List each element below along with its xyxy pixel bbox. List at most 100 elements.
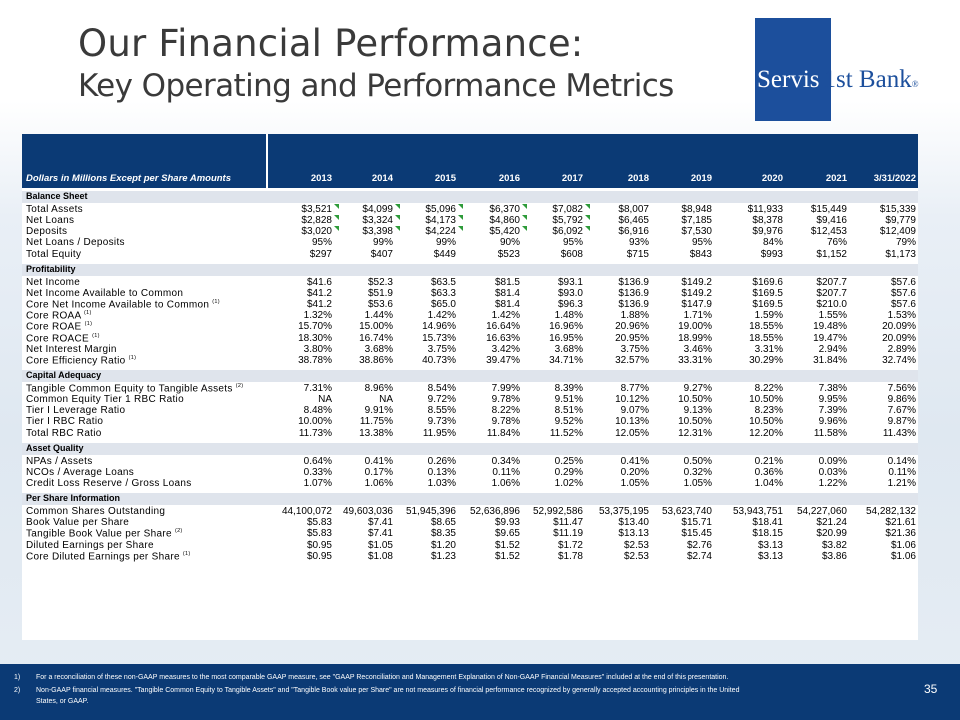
cell-value: $6,916 [618,226,649,238]
cell-value: 9.13% [683,405,712,417]
cell-value: 1.59% [754,310,783,322]
cell-value: 79% [895,237,916,249]
cell-value: 0.17% [364,466,393,478]
cell-value: $1.06 [890,550,916,562]
cell-value: 9.27% [683,382,712,394]
cell-value: $5.83 [306,528,332,540]
section-header: Capital Adequacy [22,369,918,382]
footnote-1: 1) For a reconciliation of these non-GAAP… [14,674,729,681]
cell-value: 16.96% [549,321,583,333]
cell-value: 54,227,060 [796,506,847,518]
table-row: Tier I Leverage Ratio 8.48% 9.91% 8.55% 8.22… [22,405,918,417]
cell-value: 8.77% [620,382,649,394]
cell-value: 1.06% [491,478,520,489]
cell-value: $8.65 [430,517,456,529]
cell-value: 95% [562,237,583,249]
table-row: Diluted Earnings per Share $0.95 $1.05 $1.2… [22,539,918,552]
cell-value: $41.6 [306,276,332,288]
cell-value: $1.52 [494,539,520,551]
cell-value: $136.9 [618,287,649,299]
cell-value: $18.41 [752,517,783,529]
green-flag-icon [522,226,527,232]
table-header-row: Dollars in Millions Except per Share Amo… [22,170,918,188]
year-header: 2015 [434,173,456,184]
cell-value: 18.55% [749,332,783,344]
cell-value: 34.71% [549,354,583,366]
cell-value: $4,224 [425,226,456,238]
table-row: Common Equity Tier 1 RBC Ratio NA NA 9.72% 9… [22,394,918,406]
row-label: Deposits [26,226,68,238]
cell-value: 3.42% [491,343,520,355]
cell-value: 40.73% [422,354,456,366]
cell-value: $136.9 [618,299,649,311]
cell-value: $149.2 [681,276,712,288]
cell-value: $1.23 [430,550,456,562]
cell-value: $93.0 [557,287,583,299]
cell-value: 11.73% [298,427,332,439]
table-row: Net Income $41.6 $52.3 $63.5 $81.5 $93.1 $136.… [22,276,918,289]
table-row: Core ROAA (1) 1.32% 1.44% 1.42% 1.42% 1.48% 1.… [22,310,918,322]
cell-value: 7.56% [887,382,916,394]
cell-value: 12.05% [615,427,649,439]
cell-value: $7,530 [681,226,712,238]
green-flag-icon [334,204,339,209]
cell-value: $15.71 [681,517,712,529]
cell-value: 9.51% [554,394,583,406]
cell-value: 32.57% [615,354,649,366]
cell-value: 10.13% [615,416,649,428]
cell-value: 8.55% [427,405,456,417]
cell-value: 0.33% [303,466,332,478]
cell-value: $843 [689,248,712,260]
cell-value: $53.6 [367,299,393,311]
green-flag-icon [585,204,590,209]
cell-value: $9,779 [885,215,916,227]
cell-value: $81.5 [494,276,520,288]
cell-value: $81.4 [494,299,520,311]
row-label: Common Shares Outstanding [26,506,166,518]
cell-value: 0.09% [818,455,847,467]
cell-value: 0.50% [683,455,712,467]
cell-value: 1.88% [620,310,649,322]
cell-value: 18.99% [678,332,712,344]
cell-value: 19.47% [813,332,847,344]
cell-value: $5,420 [489,226,520,238]
cell-value: $3.13 [757,539,783,551]
cell-value: 7.31% [303,382,332,394]
cell-value: 0.26% [427,455,456,467]
cell-value: $2.53 [623,550,649,562]
page-number: 35 [924,682,938,696]
cell-value: 0.36% [754,466,783,478]
table-row: Net Interest Margin 3.80% 3.68% 3.75% 3.42% 3… [22,343,918,356]
table-row: Tier I RBC Ratio 10.00% 11.75% 9.73% 9.78% 9.… [22,416,918,428]
footnote-2: 2) Non-GAAP financial measures. "Tangible… [14,687,740,694]
cell-value: $13.40 [618,517,649,529]
cell-value: 1.44% [364,310,393,322]
cell-value: 9.78% [491,416,520,428]
cell-value: 15.73% [422,332,456,344]
cell-value: 31.84% [813,354,847,366]
cell-value: 11.43% [882,427,916,439]
cell-value: $608 [560,248,583,260]
cell-value: 53,943,751 [732,506,783,518]
cell-value: $65.0 [430,299,456,311]
cell-value: $169.5 [752,299,783,311]
cell-value: 38.86% [359,354,393,366]
cell-value: 7.38% [818,382,847,394]
table-row: Net Loans / Deposits 95% 99% 99% 90% 95% 93% 95… [22,237,918,249]
cell-value: $3.82 [821,539,847,551]
cell-value: 0.34% [491,455,520,467]
cell-value: $21.36 [885,528,916,540]
logo-part-2: 1st Bank [823,66,912,93]
cell-value: 11.84% [486,427,520,439]
cell-value: 10.50% [678,416,712,428]
green-flag-icon [458,204,463,209]
cell-value: 7.67% [887,405,916,417]
cell-value: 19.00% [678,321,712,333]
cell-value: $1.72 [557,539,583,551]
cell-value: $11.47 [553,517,583,529]
footnote-ref: (2) [235,382,244,389]
year-header: 2019 [690,173,712,184]
year-header: 2018 [627,173,649,184]
row-label: Diluted Earnings per Share [26,539,154,551]
cell-value: $21.61 [885,517,916,529]
